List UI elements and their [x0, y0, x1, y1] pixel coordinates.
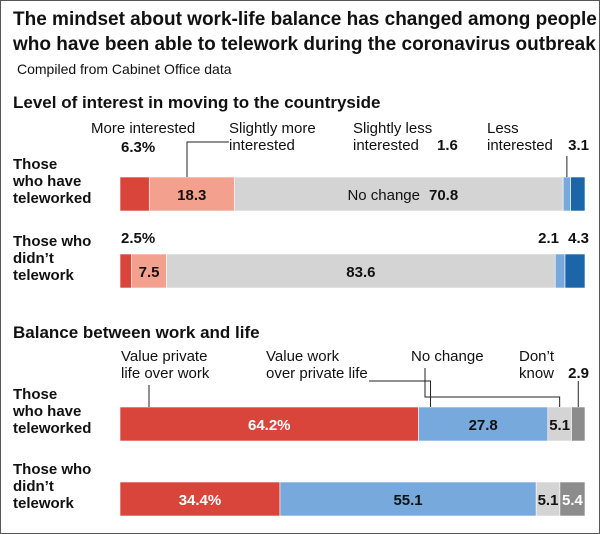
chart-1-value-2-1: 2.5% — [121, 230, 155, 247]
chart-1-value-1-2: 18.3 — [177, 187, 206, 204]
chart-2-cat-label-2-line-1: Value work — [266, 348, 340, 365]
chart-1-title: Level of interest in moving to the count… — [13, 93, 380, 112]
chart-1-value-1-1: 6.3% — [121, 139, 155, 156]
chart-2-bar-2-seg-4 — [559, 481, 586, 517]
chart-2-value-2-3: 5.1 — [538, 492, 559, 509]
chart-1-bar-2-seg-5 — [564, 253, 586, 289]
chart-1-row-label-1-line-1: Those — [13, 156, 57, 173]
chart-1-nochange-label: No change — [347, 187, 420, 204]
chart-2-row-label-2-line-1: Those who — [13, 461, 91, 478]
chart-2-value-2-1: 34.4% — [179, 492, 222, 509]
chart-2-value-1-3: 5.1 — [549, 417, 570, 434]
chart-1-bar-2-seg-3 — [166, 253, 556, 289]
chart-1-bar-1-seg-1 — [119, 176, 150, 212]
chart-1-cat-label-5-line-1: Less — [487, 120, 519, 137]
chart-1-bar-2-seg-4 — [554, 253, 566, 289]
chart-1-cat-label-4-line-2: interested — [353, 137, 419, 154]
chart-1-row-label-1-line-2: who have — [12, 173, 81, 190]
chart-2-row-label-1-line-1: Those — [13, 386, 57, 403]
chart-2-row-label-1-line-2: who have — [12, 403, 81, 420]
chart-2-bar-1-seg-4 — [571, 406, 586, 442]
chart-1-value-1-3: 70.8 — [429, 187, 458, 204]
chart-1-value-1-5: 3.1 — [568, 137, 589, 154]
chart-2-value-1-2: 27.8 — [469, 417, 498, 434]
chart-1-row-label-2-line-2: didn’t — [13, 250, 54, 267]
chart-2-value-1-4: 2.9 — [568, 365, 589, 382]
chart-2-value-2-4: 5.4 — [562, 492, 584, 509]
chart-2-cat-label-1-line-2: life over work — [121, 365, 210, 382]
chart-2-row-label-2-line-3: telework — [13, 495, 75, 512]
chart-2-leader-3 — [424, 368, 561, 407]
chart-2-value-1-1: 64.2% — [248, 417, 291, 434]
chart-2-row-label-2-line-2: didn’t — [13, 478, 54, 495]
chart-1-cat-label-4-line-1: Slightly less — [353, 120, 432, 137]
chart-subtitle: Compiled from Cabinet Office data — [17, 61, 232, 77]
chart-title-line-1: The mindset about work-life balance has … — [13, 9, 597, 30]
chart-1-cat-label-5-line-2: interested — [487, 137, 553, 154]
chart-2-bar-2-seg-1 — [119, 481, 281, 517]
chart-1-bar-2-seg-1 — [119, 253, 132, 289]
chart-2-bar-1-seg-2 — [418, 406, 549, 442]
chart-1-value-2-5: 4.3 — [568, 230, 589, 247]
chart-1-cat-label-1: More interested — [91, 120, 195, 137]
chart-2-title: Balance between work and life — [13, 323, 260, 342]
chart-1-cat-label-2-line-1: Slightly more — [229, 120, 316, 137]
chart-2-value-2-2: 55.1 — [393, 492, 422, 509]
chart-title-line-2: who have been able to telework during th… — [12, 34, 596, 55]
chart-1-value-2-3: 83.6 — [346, 264, 375, 281]
chart-1-bar-1-seg-5 — [570, 176, 586, 212]
chart-1-row-label-2-line-3: telework — [13, 267, 75, 284]
chart-1-row-label-1-line-3: teleworked — [13, 190, 91, 207]
chart-1-value-2-4: 2.1 — [538, 230, 559, 247]
chart-2-cat-label-4-line-1: Don’t — [519, 348, 555, 365]
chart-1-bar-1-seg-3 — [233, 176, 564, 212]
chart-1-bar-1-seg-2 — [148, 176, 235, 212]
chart-1-cat-label-2-line-2: interested — [229, 137, 295, 154]
chart-2-row-label-1-line-3: teleworked — [13, 420, 91, 437]
chart-2-bar-2-seg-2 — [279, 481, 537, 517]
chart-1-leader-2 — [186, 141, 229, 177]
chart-2-cat-label-3: No change — [411, 348, 484, 365]
chart-2-cat-label-4-line-2: know — [519, 365, 554, 382]
chart-2-leader-2 — [369, 380, 432, 407]
chart-1-bar-1-seg-4 — [562, 176, 571, 212]
chart-2-bar-1-seg-1 — [119, 406, 419, 442]
chart-2-cat-label-1-line-1: Value private — [121, 348, 207, 365]
chart-1-value-1-4: 1.6 — [437, 137, 458, 154]
chart-1-row-label-2-line-1: Those who — [13, 233, 91, 250]
chart-1-bar-2-seg-2 — [131, 253, 167, 289]
chart-2-cat-label-2-line-2: over private life — [266, 365, 368, 382]
chart-1-value-2-2: 7.5 — [139, 264, 160, 281]
